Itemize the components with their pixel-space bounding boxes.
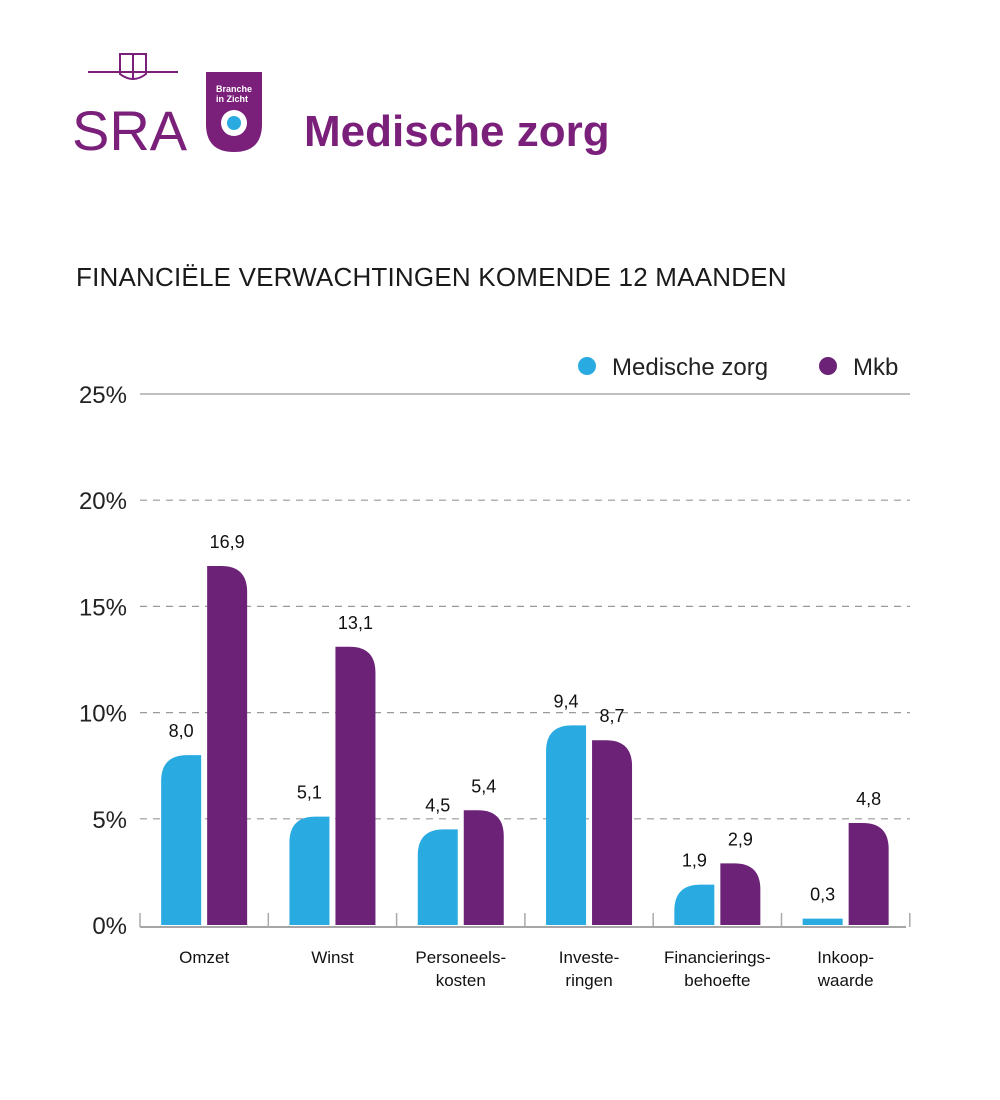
- bar-mkb: [335, 646, 376, 925]
- x-category-label: Investe-: [559, 948, 619, 967]
- y-tick-label: 0%: [92, 913, 127, 940]
- x-category-label: Omzet: [179, 948, 229, 967]
- y-tick-label: 15%: [79, 594, 127, 621]
- x-category-label: Financierings-: [664, 948, 771, 967]
- bar-mkb: [848, 823, 889, 925]
- bar-medische-zorg: [417, 829, 458, 925]
- legend-marker-mkb: [819, 357, 837, 375]
- data-label: 1,9: [682, 851, 707, 871]
- data-label: 16,9: [210, 532, 245, 552]
- bar-mkb: [592, 740, 633, 925]
- crest-icon: [88, 53, 178, 80]
- badge-dot-icon: [227, 116, 241, 130]
- data-label: 5,4: [471, 776, 496, 796]
- legend-label: Mkb: [853, 354, 898, 381]
- data-label: 0,3: [810, 885, 835, 905]
- data-label: 9,4: [554, 691, 579, 711]
- badge-text-line1: Branche: [216, 84, 252, 94]
- y-tick-label: 10%: [79, 701, 127, 728]
- x-category-label: kosten: [436, 971, 486, 990]
- bar-medische-zorg: [289, 816, 330, 925]
- x-category-label: Inkoop-: [817, 948, 874, 967]
- data-label: 5,1: [297, 783, 322, 803]
- sra-logo-text: SRA: [72, 99, 188, 160]
- sra-logo: SRA Branche in Zicht: [72, 53, 262, 160]
- bar-mkb: [463, 810, 504, 925]
- y-tick-label: 5%: [92, 807, 127, 834]
- y-tick-label: 20%: [79, 488, 127, 515]
- branche-in-zicht-badge: Branche in Zicht: [206, 72, 262, 152]
- x-category-label: waarde: [817, 971, 874, 990]
- data-label: 8,0: [169, 721, 194, 741]
- bar-medische-zorg: [674, 884, 715, 925]
- data-label: 4,5: [425, 795, 450, 815]
- badge-text-line2: in Zicht: [216, 94, 248, 104]
- data-label: 13,1: [338, 613, 373, 633]
- bar-mkb: [720, 863, 761, 925]
- y-tick-label: 25%: [79, 382, 127, 409]
- chart-title: FINANCIËLE VERWACHTINGEN KOMENDE 12 MAAN…: [76, 262, 787, 292]
- x-category-label: Winst: [311, 948, 354, 967]
- data-label: 2,9: [728, 829, 753, 849]
- x-category-label: ringen: [565, 971, 612, 990]
- bar-mkb: [207, 566, 248, 925]
- bar-medische-zorg: [161, 755, 202, 925]
- x-category-label: Personeels-: [415, 948, 506, 967]
- legend-marker-medische-zorg: [578, 357, 596, 375]
- bar-medische-zorg: [546, 725, 587, 925]
- x-category-label: behoefte: [684, 971, 750, 990]
- bar-medische-zorg: [802, 918, 843, 925]
- data-label: 8,7: [600, 706, 625, 726]
- legend-label: Medische zorg: [612, 354, 768, 381]
- page-title: Medische zorg: [304, 107, 610, 156]
- data-label: 4,8: [856, 789, 881, 809]
